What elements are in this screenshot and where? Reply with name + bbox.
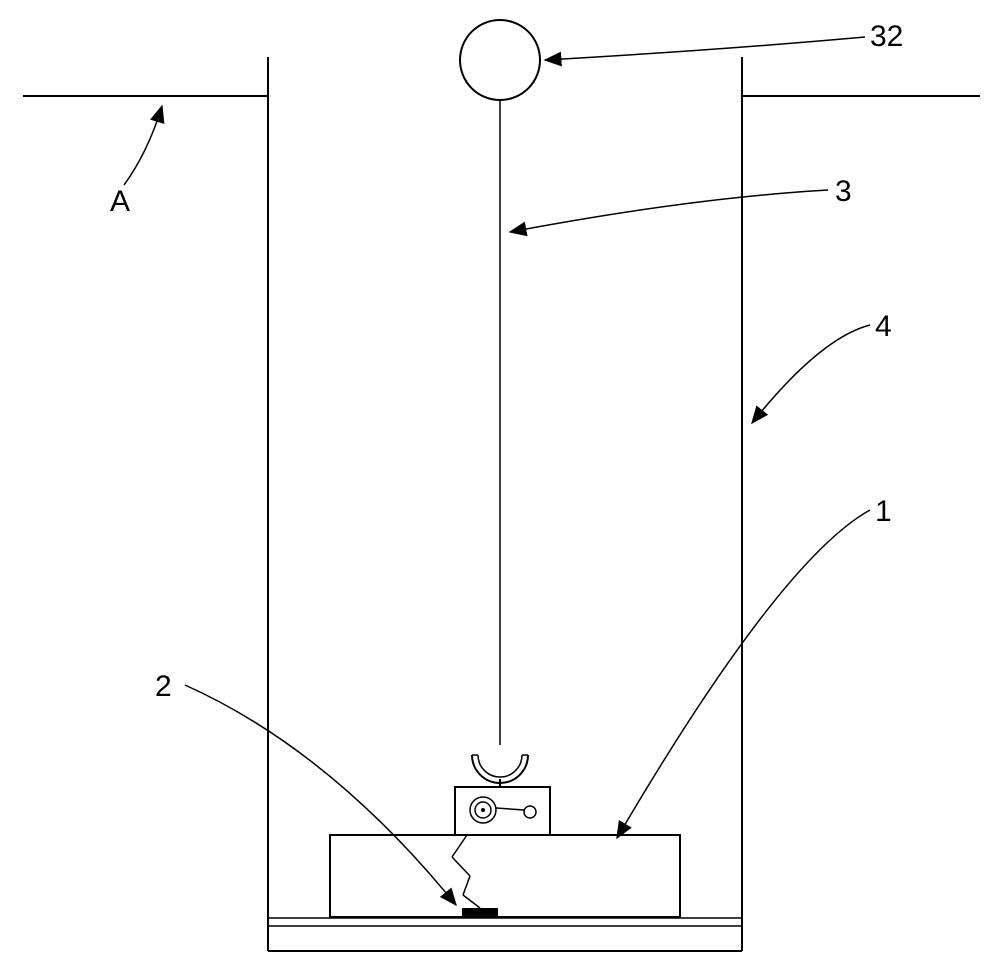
cup-inner bbox=[478, 755, 522, 777]
arrow-4 bbox=[752, 325, 870, 423]
sensor bbox=[462, 908, 498, 918]
label-3: 3 bbox=[835, 175, 852, 209]
label-1: 1 bbox=[875, 495, 892, 529]
arrow-3 bbox=[510, 190, 828, 232]
float-ball bbox=[460, 20, 540, 100]
arrow-A bbox=[124, 106, 162, 185]
arrow-1 bbox=[617, 510, 870, 838]
label-32: 32 bbox=[870, 20, 903, 54]
label-A: A bbox=[110, 185, 130, 219]
label-4: 4 bbox=[875, 310, 892, 344]
sensor-wire-2 bbox=[463, 876, 470, 895]
sensor-wire-0 bbox=[452, 835, 467, 857]
arrow-2 bbox=[185, 685, 456, 905]
base-box bbox=[330, 835, 680, 917]
cup-outer bbox=[472, 755, 528, 783]
sensor-wire-1 bbox=[452, 857, 470, 876]
sensor-wire-3 bbox=[463, 895, 480, 908]
arrow-32 bbox=[545, 37, 865, 60]
label-2: 2 bbox=[155, 670, 172, 704]
technical-diagram bbox=[0, 0, 1000, 979]
winch-roller bbox=[524, 806, 536, 818]
